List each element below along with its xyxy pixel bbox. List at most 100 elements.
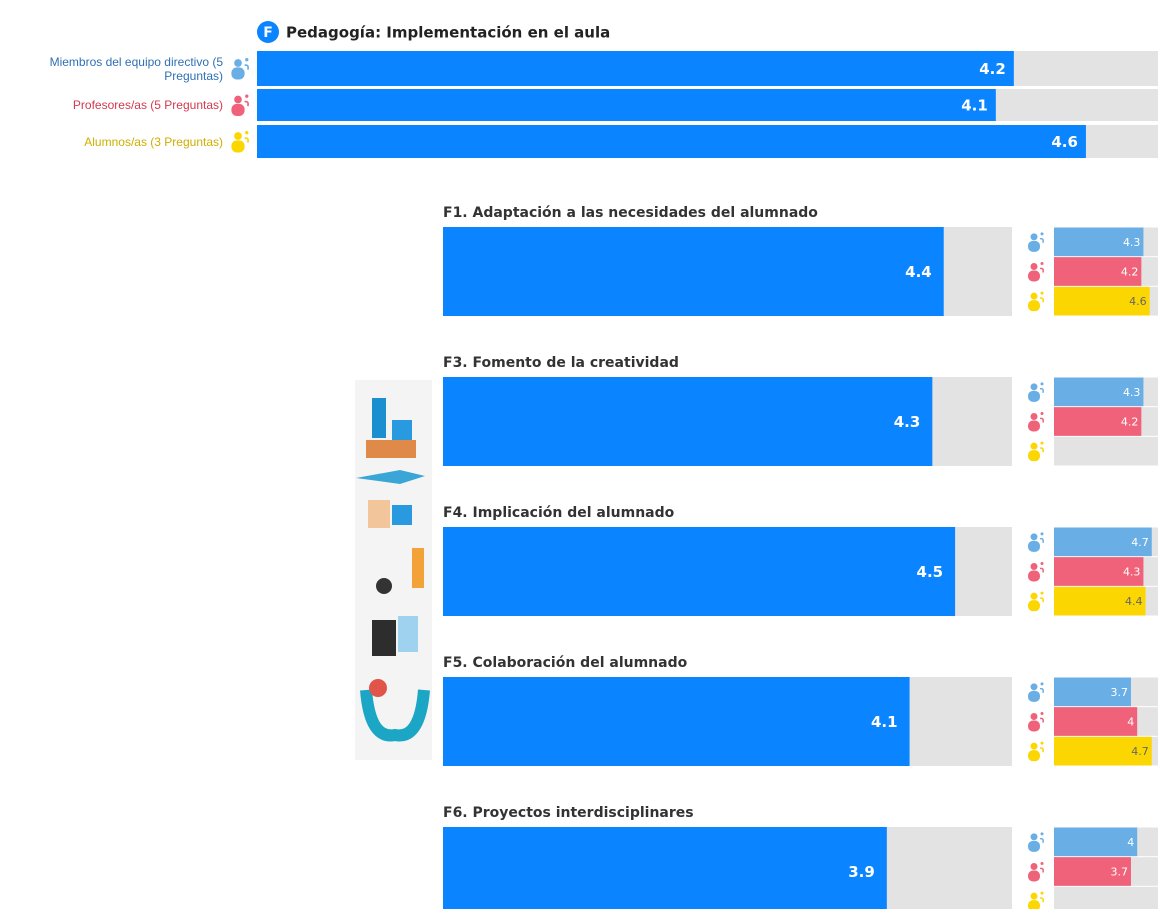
- icon-head: [1031, 383, 1038, 390]
- icon-body: [231, 67, 244, 79]
- subchart-title: F5. Colaboración del alumnado: [443, 655, 688, 671]
- icon-arc: [1040, 568, 1043, 572]
- icon-dot: [1041, 532, 1044, 535]
- category-label: Profesores/as (5 Preguntas): [0, 98, 223, 112]
- bar: [443, 827, 887, 909]
- value-label: 4.5: [917, 563, 944, 581]
- category-label: Alumnos/as (3 Preguntas): [0, 135, 223, 149]
- icon-body: [231, 140, 244, 152]
- breakdown-label: 4.3: [1123, 566, 1141, 579]
- subchart-title: F4. Implicación del alumnado: [443, 505, 675, 521]
- icon-arc: [1040, 839, 1043, 843]
- icon-body: [1028, 691, 1040, 702]
- icon: [231, 95, 248, 116]
- icon-body: [1028, 541, 1040, 552]
- icon-dot: [1041, 712, 1044, 715]
- icon: [1028, 382, 1044, 402]
- icon-body: [1028, 391, 1040, 402]
- icon-head: [1031, 863, 1038, 870]
- value-label: 4.1: [961, 97, 988, 115]
- icon-dot: [1041, 862, 1044, 865]
- icon-arc: [1040, 748, 1043, 752]
- icon-body: [1028, 241, 1040, 252]
- icon: [1028, 232, 1044, 252]
- icon: [231, 131, 248, 152]
- breakdown-label: 3.7: [1110, 686, 1128, 699]
- icon-dot: [245, 131, 248, 134]
- value-label: 4.1: [871, 713, 898, 731]
- icon: [1028, 712, 1044, 732]
- icon-head: [1031, 563, 1038, 570]
- icon-arc: [245, 102, 249, 107]
- breakdown-label: 4.2: [1121, 416, 1139, 429]
- breakdown-label: 3.7: [1110, 866, 1128, 879]
- icon-dot: [1041, 592, 1044, 595]
- breakdown-label: 4.7: [1131, 536, 1149, 549]
- category-label: Miembros del equipo directivo (5 Pregunt…: [0, 55, 223, 83]
- icon-dot: [1041, 892, 1044, 895]
- icon-head: [1031, 443, 1038, 450]
- icon-head: [1031, 593, 1038, 600]
- subchart-title: F6. Proyectos interdisciplinares: [443, 805, 694, 821]
- icon-dot: [245, 95, 248, 98]
- breakdown-bar: [1054, 707, 1137, 736]
- breakdown-label: 4.3: [1123, 386, 1141, 399]
- icon-dot: [1041, 412, 1044, 415]
- breakdown-label: 4.3: [1123, 236, 1141, 249]
- icon: [1028, 292, 1044, 312]
- value-label: 4.6: [1051, 133, 1078, 151]
- icon: [231, 58, 248, 79]
- icon-dot: [1041, 382, 1044, 385]
- icon-body: [1028, 871, 1040, 882]
- icon-head: [1031, 293, 1038, 300]
- subchart-title: F1. Adaptación a las necesidades del alu…: [443, 205, 818, 221]
- icon-arc: [1040, 448, 1043, 452]
- breakdown-bar: [1054, 828, 1137, 857]
- icon-body: [231, 104, 244, 116]
- breakdown-background: [1054, 887, 1158, 909]
- breakdown-label: 4: [1127, 716, 1134, 729]
- value-label: 4.2: [979, 60, 1006, 78]
- icon-body: [1028, 750, 1040, 761]
- icon-arc: [245, 138, 249, 143]
- breakdown-label: 4.2: [1121, 266, 1139, 279]
- icon: [1028, 532, 1044, 552]
- icon: [1028, 832, 1044, 852]
- icon-head: [1031, 683, 1038, 690]
- icon: [1028, 742, 1044, 762]
- icon-body: [1028, 900, 1040, 909]
- icon-dot: [1041, 292, 1044, 295]
- icon: [1028, 562, 1044, 582]
- icon-arc: [1040, 389, 1043, 393]
- icon-body: [1028, 600, 1040, 611]
- icon-body: [1028, 571, 1040, 582]
- icon-head: [1031, 413, 1038, 420]
- icon-arc: [1040, 718, 1043, 722]
- bar: [257, 89, 996, 121]
- icon-dot: [1041, 442, 1044, 445]
- icon-head: [1031, 233, 1038, 240]
- icon-arc: [1040, 868, 1043, 872]
- icon: [1028, 262, 1044, 282]
- icon-arc: [1040, 689, 1043, 693]
- value-label: 4.4: [905, 263, 932, 281]
- icon-dot: [1041, 262, 1044, 265]
- icon: [1028, 592, 1044, 612]
- bar: [443, 377, 932, 466]
- decoration: [355, 380, 432, 760]
- page: FPedagogía: Implementación en el aula4.2…: [0, 0, 1158, 909]
- icon-body: [1028, 300, 1040, 311]
- icon-head: [1031, 833, 1038, 840]
- icon-body: [1028, 271, 1040, 282]
- icon-head: [234, 96, 242, 104]
- icon-dot: [245, 58, 248, 61]
- chart-title: Pedagogía: Implementación en el aula: [286, 24, 610, 42]
- bar: [257, 51, 1014, 86]
- value-label: 4.3: [894, 413, 921, 431]
- icon-body: [1028, 841, 1040, 852]
- bar: [443, 227, 944, 316]
- icon-dot: [1041, 742, 1044, 745]
- icon-arc: [1040, 418, 1043, 422]
- icon-head: [1031, 263, 1038, 270]
- icon-arc: [1040, 298, 1043, 302]
